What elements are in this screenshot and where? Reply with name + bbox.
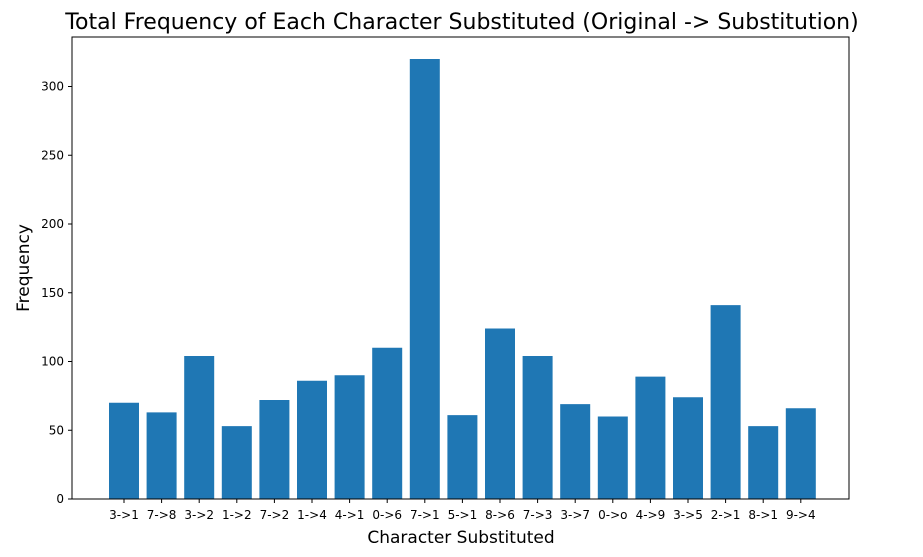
plot-frame	[71, 36, 850, 500]
bar-7->2	[259, 400, 290, 499]
bar-1->2	[221, 426, 252, 500]
x-tick-label-7->1: 7->1	[410, 508, 440, 522]
x-tick-label-3->2: 3->2	[184, 508, 214, 522]
x-tick-label-8->6: 8->6	[485, 508, 515, 522]
x-tick-label-0->o: 0->o	[598, 508, 627, 522]
bar-2->1	[710, 305, 741, 500]
chart-title: Total Frequency of Each Character Substi…	[64, 10, 858, 35]
bar-7->1	[409, 59, 440, 499]
y-axis-label: Frequency	[14, 224, 34, 312]
x-tick-label-0->6: 0->6	[372, 508, 402, 522]
x-tick-label-5->1: 5->1	[448, 508, 478, 522]
bar-3->7	[560, 404, 591, 500]
y-tick-label-300: 300	[41, 80, 64, 94]
x-tick-label-7->2: 7->2	[260, 508, 290, 522]
x-tick-label-1->2: 1->2	[222, 508, 252, 522]
x-axis-label: Character Substituted	[367, 528, 554, 548]
bar-3->1	[109, 402, 139, 499]
x-tick-label-3->1: 3->1	[109, 508, 139, 522]
y-tick-label-50: 50	[49, 423, 64, 437]
x-tick-label-9->4: 9->4	[786, 508, 816, 522]
x-tick-label-7->3: 7->3	[523, 508, 553, 522]
bar-8->6	[485, 328, 515, 499]
bar-0->6	[372, 347, 403, 499]
x-tick-label-2->1: 2->1	[711, 508, 741, 522]
x-tick-label-1->4: 1->4	[297, 508, 327, 522]
y-tick-label-200: 200	[41, 217, 64, 231]
x-tick-label-8->1: 8->1	[748, 508, 778, 522]
bar-7->3	[522, 356, 553, 499]
y-axis: 0 50 100 150 200 250 300	[41, 80, 72, 506]
x-tick-label-4->1: 4->1	[335, 508, 365, 522]
y-tick-label-150: 150	[41, 286, 64, 300]
bar-3->2	[184, 356, 215, 499]
y-tick-label-250: 250	[41, 148, 64, 162]
bar-7->8	[146, 412, 177, 500]
bar-9->4	[785, 408, 816, 499]
bars-group	[109, 59, 816, 500]
x-tick-label-3->5: 3->5	[673, 508, 703, 522]
bar-4->1	[334, 375, 365, 499]
bar-4->9	[635, 376, 666, 500]
x-tick-label-3->7: 3->7	[560, 508, 590, 522]
bar-3->5	[673, 397, 703, 499]
y-tick-label-0: 0	[56, 492, 64, 506]
bar-0->o	[597, 416, 628, 499]
x-tick-label-4->9: 4->9	[636, 508, 666, 522]
bar-5->1	[447, 415, 478, 500]
x-axis: 3->1 7->8 3->2 1->2 7->2 1->4 4->1 0->6 7->1 5->1…	[109, 499, 816, 522]
bar-1->4	[297, 380, 327, 499]
x-tick-label-7->8: 7->8	[147, 508, 177, 522]
bar-8->1	[748, 426, 779, 500]
y-tick-label-100: 100	[41, 355, 64, 369]
